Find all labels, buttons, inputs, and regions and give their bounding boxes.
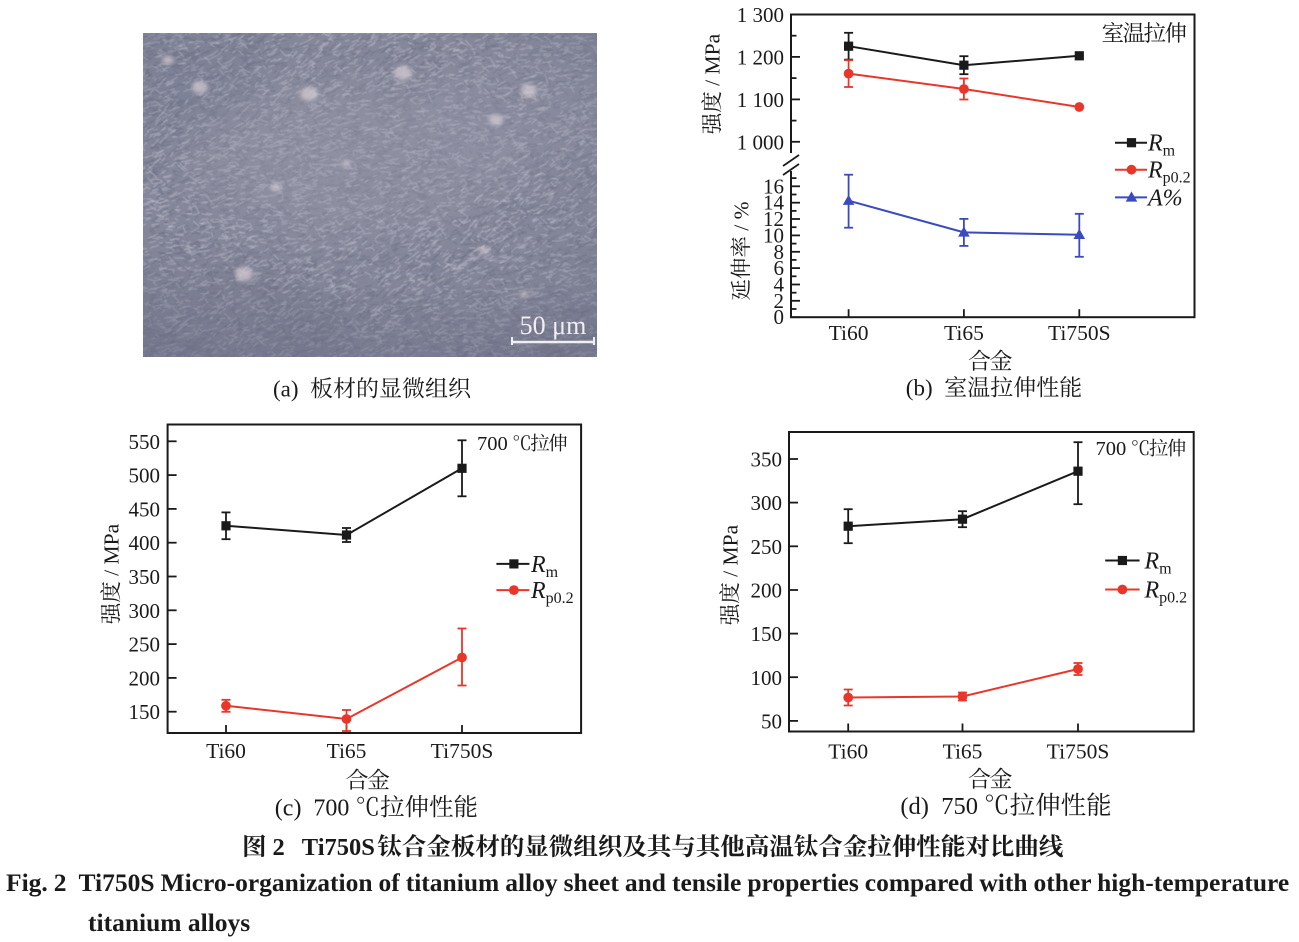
svg-text:Rm: Rm [1147,131,1176,160]
svg-text:200: 200 [129,666,161,690]
svg-text:250: 250 [751,535,783,559]
svg-text:Rm: Rm [1144,549,1173,578]
svg-text:150: 150 [751,622,783,646]
svg-text:12: 12 [763,207,784,231]
svg-text:/ MPa: / MPa [719,524,743,582]
svg-text:Rp0.2: Rp0.2 [1147,158,1191,187]
svg-text:1 200: 1 200 [737,45,784,69]
svg-text:Ti60: Ti60 [829,321,869,345]
svg-text:/ MPa: / MPa [100,523,124,581]
svg-text:/ MPa: / MPa [701,33,725,91]
svg-text:10: 10 [763,223,784,247]
svg-text:Fig. 2 Ti750S Micro-organizat: Fig. 2 Ti750S Micro-organization of tita… [6,868,1289,897]
svg-text:200: 200 [751,579,783,603]
svg-text:(a): (a) [273,377,310,402]
svg-text:2: 2 [273,834,285,861]
svg-text:Ti750S: Ti750S [1048,321,1111,345]
svg-text:4: 4 [774,273,785,297]
svg-text:300: 300 [751,491,783,515]
svg-text:100: 100 [751,666,783,690]
svg-text:250: 250 [129,633,161,657]
svg-text:Ti60: Ti60 [828,740,868,764]
svg-text:Ti65: Ti65 [327,739,367,763]
svg-text:2: 2 [774,289,785,313]
svg-text:Ti65: Ti65 [944,321,984,345]
svg-text:6: 6 [774,256,785,280]
svg-text:8: 8 [774,240,785,264]
svg-text:16: 16 [763,174,784,198]
svg-text:Ti750S: Ti750S [431,739,494,763]
svg-text:400: 400 [129,531,161,555]
svg-text:titanium alloys: titanium alloys [88,908,250,937]
svg-text:700: 700 [477,433,508,455]
svg-text:50 μm: 50 μm [520,311,587,340]
svg-text:Rp0.2: Rp0.2 [530,578,574,607]
svg-text:500: 500 [129,464,161,488]
svg-text:Rm: Rm [530,552,559,581]
svg-text:300: 300 [129,599,161,623]
svg-text:550: 550 [129,430,161,454]
svg-text:(b): (b) [906,376,944,401]
svg-text:Ti60: Ti60 [206,739,246,763]
svg-text:Rp0.2: Rp0.2 [1144,578,1188,607]
svg-text:0: 0 [774,305,785,329]
svg-text:1 000: 1 000 [737,130,784,154]
svg-text:(d) 750: (d) 750 [900,793,978,820]
svg-text:350: 350 [129,565,161,589]
svg-text:Ti65: Ti65 [943,740,983,764]
svg-text:14: 14 [763,191,785,215]
svg-text:350: 350 [751,448,783,472]
svg-text:Ti750S: Ti750S [1047,740,1110,764]
svg-text:1 300: 1 300 [737,3,784,27]
svg-text:Ti750S: Ti750S [302,834,375,861]
svg-text:50: 50 [761,709,782,733]
svg-text:/ %: / % [730,201,754,236]
svg-text:150: 150 [129,700,161,724]
svg-text:(c) 700: (c) 700 [275,796,350,822]
svg-text:450: 450 [129,497,161,521]
svg-text:700: 700 [1096,438,1127,460]
svg-text:A%: A% [1146,185,1183,211]
svg-text:1 100: 1 100 [737,88,784,112]
